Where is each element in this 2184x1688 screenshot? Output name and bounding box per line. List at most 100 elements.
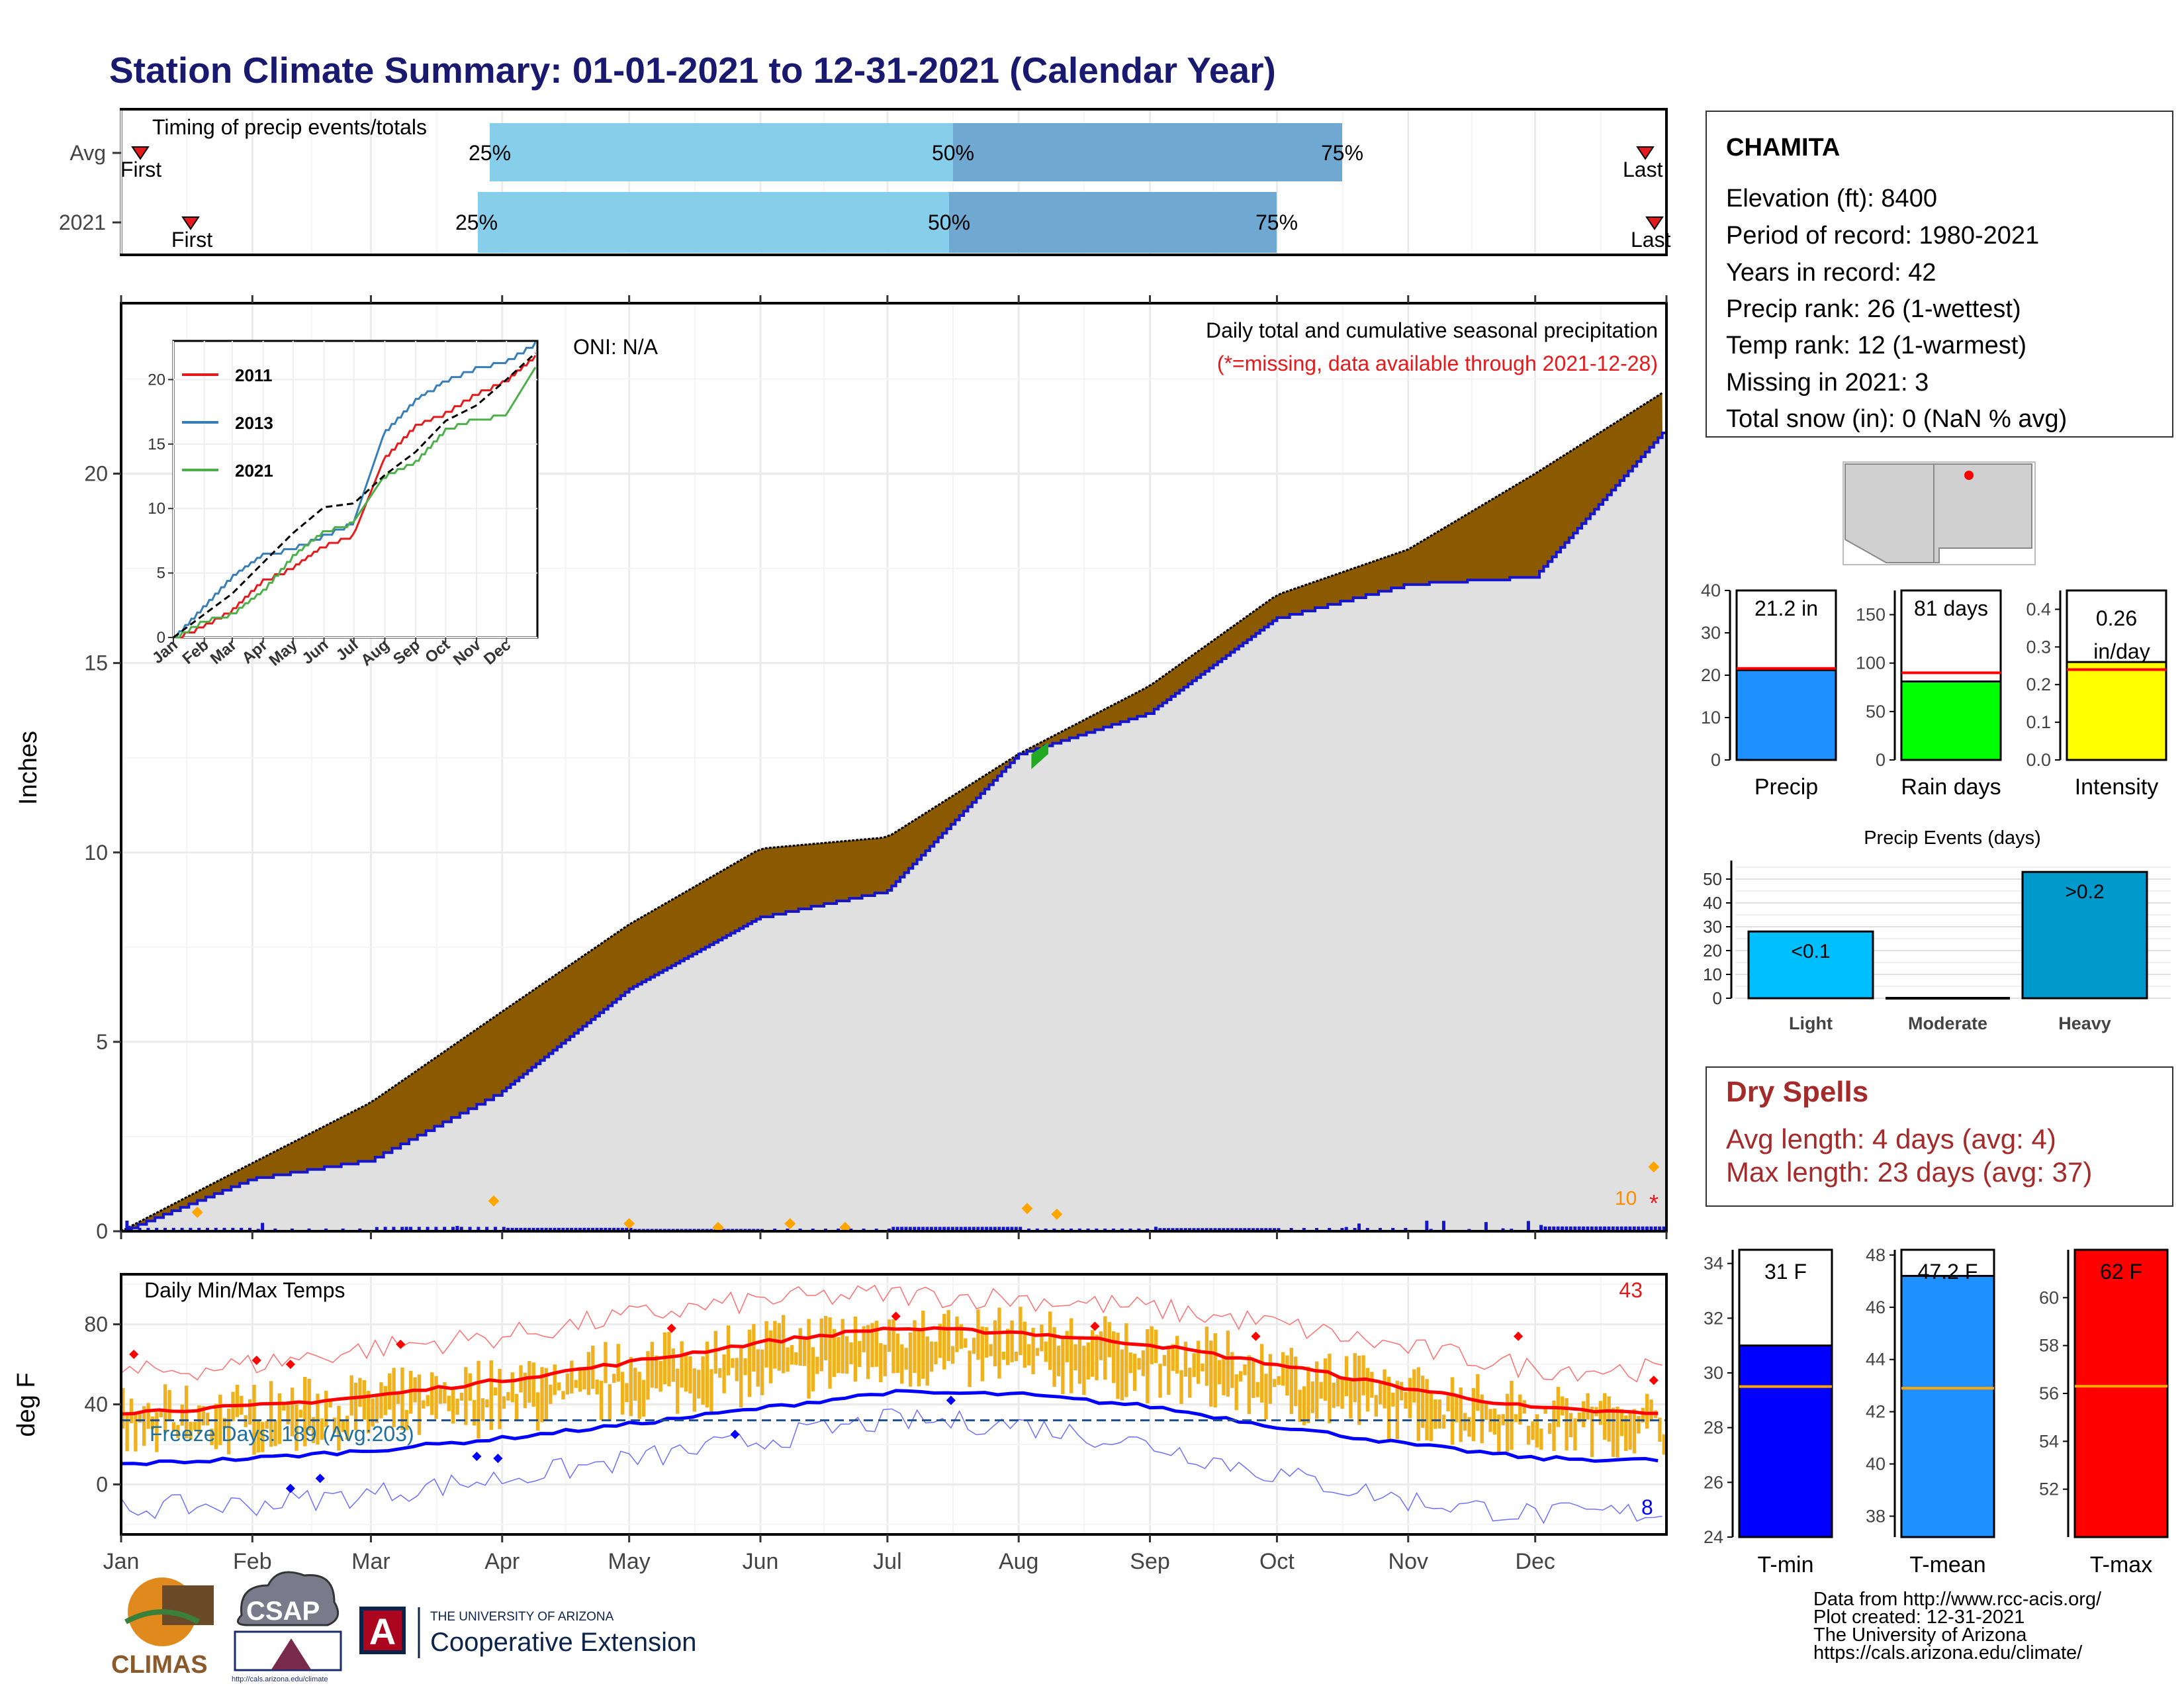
daily-temp-bar — [1399, 1382, 1404, 1401]
daily-precip-bar — [1547, 1226, 1551, 1231]
locator-map — [1843, 461, 2036, 565]
station-location-dot — [1964, 471, 1974, 480]
daily-temp-bar — [298, 1409, 303, 1418]
daily-precip-bar — [616, 1227, 620, 1231]
daily-temp-bar — [273, 1419, 277, 1446]
daily-temp-bar — [549, 1384, 553, 1404]
daily-temp-bar — [328, 1398, 332, 1408]
daily-temp-bar — [392, 1368, 396, 1427]
2021-first-marker — [181, 216, 200, 230]
daily-temp-bar — [578, 1367, 582, 1392]
daily-precip-bar — [959, 1227, 963, 1231]
daily-temp-bar — [942, 1313, 946, 1370]
daily-temp-bar — [747, 1329, 752, 1397]
daily-precip-bar — [946, 1227, 950, 1231]
daily-temp-bar — [375, 1393, 379, 1423]
daily-temp-bar — [883, 1344, 887, 1376]
daily-precip-bar — [582, 1227, 586, 1231]
daily-precip-bar — [1594, 1226, 1598, 1231]
daily-temp-bar — [472, 1399, 477, 1426]
daily-precip-bar — [1061, 1228, 1065, 1231]
station-info-box: CHAMITA Elevation (ft): 8400 Period of r… — [1706, 111, 2173, 438]
summary-tick-label: 0.2 — [2026, 675, 2051, 694]
daily-temp-bar — [655, 1355, 659, 1389]
daily-precip-bar — [125, 1220, 129, 1231]
summary-tick-label: 30 — [1701, 623, 1721, 643]
record-high-marker — [666, 1323, 676, 1333]
daily-precip-bar — [307, 1228, 311, 1231]
daily-precip-bar — [773, 1228, 777, 1231]
daily-temp-bar — [1607, 1396, 1611, 1442]
daily-temp-bar — [604, 1342, 608, 1383]
daily-precip-bar — [1217, 1228, 1221, 1231]
daily-precip-bar — [502, 1227, 506, 1231]
timing-panel-label: Timing of precip events/totals — [152, 115, 427, 139]
daily-precip-bar — [1179, 1228, 1183, 1231]
daily-temp-bar — [1238, 1371, 1243, 1382]
daily-temp-bar — [671, 1348, 676, 1382]
daily-precip-bar — [290, 1228, 294, 1231]
arizona-newmexico-map — [1844, 463, 2032, 563]
daily-temp-bar — [1340, 1378, 1344, 1409]
daily-temp-bar — [955, 1316, 959, 1352]
daily-temp-bar — [1387, 1376, 1391, 1440]
daily-temp-bar — [1361, 1355, 1365, 1395]
daily-temp-bar — [214, 1403, 218, 1450]
temp-summary-value-text: 31 F — [1764, 1260, 1807, 1284]
daily-temp-bar — [908, 1332, 913, 1387]
daily-temp-bar — [1336, 1377, 1340, 1407]
precip-area-layer — [120, 392, 1668, 1233]
summary-value-text: in/day — [2093, 639, 2150, 663]
temp-summary-tick-label: 58 — [2039, 1336, 2059, 1356]
timing-2021-50-75-bar — [949, 192, 1277, 253]
daily-precip-bar — [811, 1228, 815, 1231]
daily-temp-bar — [159, 1409, 163, 1417]
daily-temp-bar — [1615, 1407, 1619, 1458]
daily-precip-bar — [197, 1227, 201, 1231]
month-label: Jan — [103, 1549, 140, 1574]
daily-precip-bar — [1014, 1227, 1018, 1231]
daily-temp-bar — [1603, 1393, 1607, 1440]
daily-temp-bar — [697, 1370, 701, 1399]
daily-temp-bar — [798, 1328, 802, 1366]
ua-top-text: THE UNIVERSITY OF ARIZONA — [430, 1610, 614, 1624]
daily-temp-bar — [713, 1331, 718, 1374]
daily-temp-bar — [256, 1421, 261, 1453]
temp-summary-tick-label: 30 — [1704, 1363, 1723, 1383]
daily-temp-bar — [1188, 1368, 1192, 1398]
summary-tick-label: 150 — [1856, 605, 1886, 625]
ua-block-a-icon — [359, 1607, 406, 1654]
daily-precip-bar — [519, 1227, 523, 1231]
daily-temp-bar — [1637, 1416, 1641, 1434]
daily-temp-bar — [1420, 1376, 1425, 1428]
daily-precip-bar — [895, 1227, 899, 1231]
daily-temp-bar — [400, 1367, 404, 1430]
daily-temp-bar — [985, 1327, 989, 1358]
month-axis: Jan Feb Mar Apr May Jun Jul Aug Sep Oct Nov Dec — [103, 1534, 1555, 1574]
record-precip-marker — [488, 1195, 500, 1207]
daily-temp-bar — [743, 1358, 747, 1376]
daily-temp-bar — [349, 1375, 353, 1416]
daily-temp-bar — [1510, 1380, 1514, 1450]
daily-temp-bar — [1552, 1400, 1556, 1452]
precip-max-count: 10 — [1615, 1188, 1637, 1209]
temp-min-count: 8 — [1641, 1495, 1653, 1519]
daily-precip-bar — [383, 1227, 387, 1231]
daily-temp-bar — [1611, 1407, 1615, 1457]
daily-temp-bar — [794, 1352, 798, 1365]
temp-lines — [120, 1284, 1666, 1524]
daily-temp-bar — [1048, 1311, 1052, 1370]
daily-temp-bar — [1408, 1378, 1412, 1419]
daily-temp-bar — [557, 1382, 561, 1391]
daily-temp-bar — [1344, 1356, 1349, 1397]
daily-temp-bar — [1315, 1361, 1319, 1419]
daily-temp-bar — [265, 1421, 269, 1429]
daily-temp-bar — [1302, 1386, 1306, 1426]
station-line: Precip rank: 26 (1-wettest) — [1726, 295, 2021, 323]
daily-precip-bar — [1095, 1228, 1099, 1231]
events-tick-label: 30 — [1703, 917, 1722, 937]
daily-precip-bar — [1111, 1228, 1115, 1231]
daily-temp-bar — [1395, 1380, 1399, 1440]
month-label: May — [608, 1549, 651, 1574]
daily-temp-bar — [1120, 1349, 1124, 1401]
